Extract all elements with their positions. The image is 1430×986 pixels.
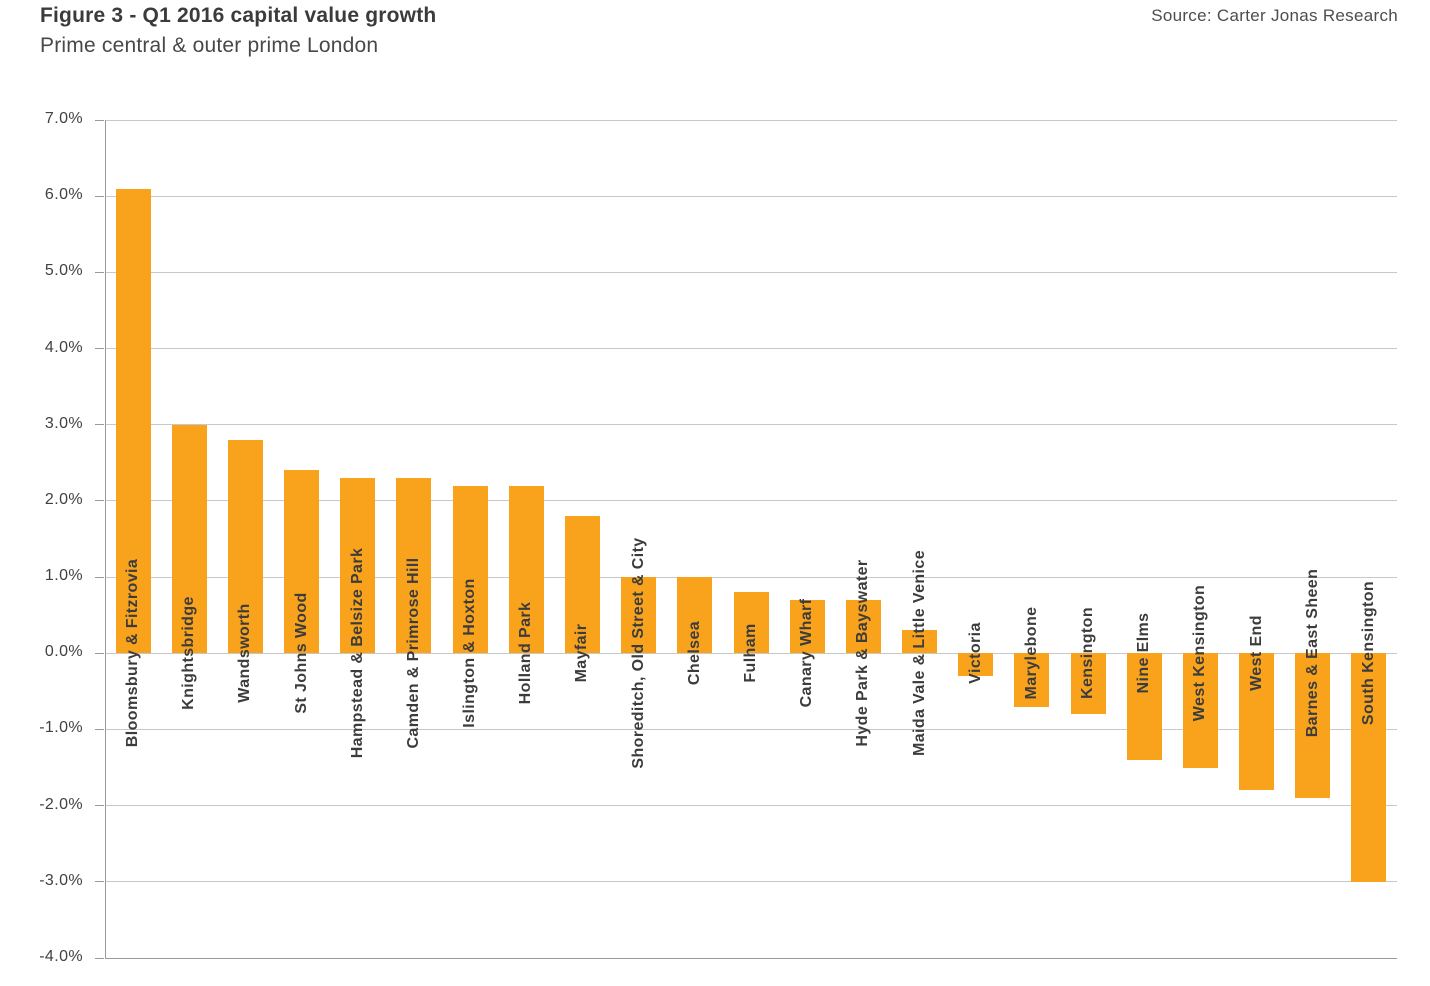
- y-tick-label: 3.0%: [44, 414, 83, 432]
- bar: [115, 188, 151, 654]
- y-axis-tick: [95, 271, 104, 273]
- bar: [902, 630, 938, 654]
- bar: [452, 485, 488, 654]
- y-tick-label: 1.0%: [44, 567, 83, 585]
- y-axis-tick: [95, 119, 104, 121]
- bar: [1295, 653, 1331, 798]
- y-axis-tick: [95, 728, 104, 730]
- y-axis-tick: [95, 881, 104, 883]
- bar: [284, 470, 320, 654]
- bar: [621, 577, 657, 654]
- bar: [1014, 653, 1050, 707]
- bar: [789, 599, 825, 654]
- y-tick-label: 6.0%: [44, 186, 83, 204]
- bar: [1182, 653, 1218, 768]
- gridline: [105, 652, 1397, 654]
- gridline: [105, 881, 1397, 883]
- y-axis-tick: [95, 424, 104, 426]
- gridline: [105, 424, 1397, 426]
- bar: [958, 653, 994, 677]
- y-tick-label: -4.0%: [39, 948, 83, 965]
- gridline: [105, 805, 1397, 807]
- y-axis-tick: [95, 805, 104, 807]
- chart-subtitle: Prime central & outer prime London: [40, 34, 379, 57]
- bar: [677, 577, 713, 654]
- bar: [1070, 653, 1106, 715]
- y-tick-label: 2.0%: [44, 490, 83, 508]
- bar: [227, 439, 263, 654]
- y-tick-label: 4.0%: [44, 338, 83, 356]
- bar: [171, 424, 207, 654]
- bar: [1126, 653, 1162, 760]
- bar: [508, 485, 544, 654]
- bar: [1239, 653, 1275, 791]
- gridline: [105, 348, 1397, 350]
- y-axis-tick: [95, 348, 104, 350]
- gridline: [105, 271, 1397, 273]
- bar: [396, 478, 432, 654]
- gridline: [105, 576, 1397, 578]
- bar: [733, 592, 769, 654]
- y-tick-label: 5.0%: [44, 262, 83, 280]
- y-tick-label: -1.0%: [39, 719, 83, 737]
- gridline: [105, 957, 1397, 959]
- y-axis-line: [105, 120, 106, 958]
- bar: [564, 516, 600, 654]
- gridline: [105, 500, 1397, 502]
- bar: [340, 478, 376, 654]
- y-tick-label: -2.0%: [39, 795, 83, 813]
- y-axis-tick: [95, 957, 104, 959]
- y-tick-label: 0.0%: [44, 643, 83, 661]
- chart-title: Figure 3 - Q1 2016 capital value growth: [40, 4, 437, 27]
- gridline: [105, 195, 1397, 197]
- chart-source: Source: Carter Jonas Research: [1151, 6, 1398, 25]
- y-tick-label: -3.0%: [39, 871, 83, 889]
- y-axis-tick: [95, 195, 104, 197]
- bar-chart-plot-area: Bloomsbury & Fitzrovia Knightsbridge Wands…: [105, 119, 1397, 959]
- y-axis-tick: [95, 576, 104, 578]
- y-axis-tick: [95, 500, 104, 502]
- gridline: [105, 728, 1397, 730]
- gridline: [105, 119, 1397, 121]
- bar: [845, 599, 881, 654]
- y-axis-tick: [95, 652, 104, 654]
- bar: [1351, 653, 1387, 882]
- y-tick-label: 7.0%: [44, 110, 83, 127]
